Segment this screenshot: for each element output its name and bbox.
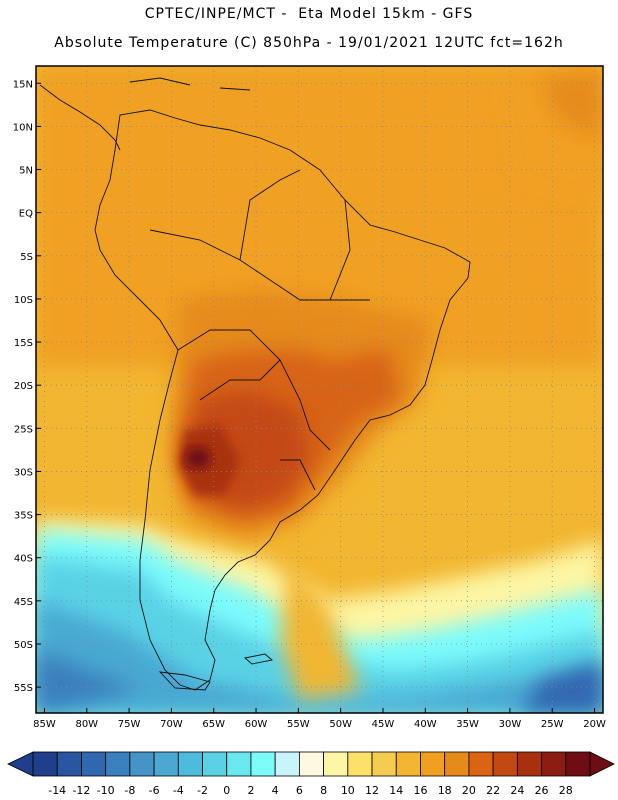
colorbar-label: 2 [247,784,254,797]
lat-label: 5S [20,252,33,263]
south-america-coastline [94,109,471,691]
colorbar-swatch [565,751,591,777]
colorbar-swatch [274,751,300,777]
colorbar-swatch [32,751,58,777]
map-title-line2: Absolute Temperature (C) 850hPa - 19/01/… [54,35,564,51]
lat-label: 30S [14,467,33,478]
lon-label: 20W [583,719,606,730]
colorbar-swatch [541,751,567,777]
lat-label: 20S [14,381,33,392]
lat-label: 15S [14,338,33,349]
colorbar-min-arrow [7,751,34,777]
colorbar-swatch [56,751,82,777]
lon-label: 50W [329,719,352,730]
lon-label: 55W [287,719,310,730]
colorbar-swatch [420,751,446,777]
colorbar-label: 16 [413,784,427,797]
coastlines [39,77,471,691]
lat-label: 55S [14,683,33,694]
colorbar-swatch [347,751,373,777]
lon-label: 80W [75,719,98,730]
lon-label: 65W [202,719,225,730]
longitude-labels: 85W 80W 75W 70W 65W 60W 55W 50W 45W 40W 35W 30W 25W 2… [33,708,606,730]
colorbar-label: 0 [223,784,230,797]
colorbar-labels: -14 -12 -10 -8 -6 -4 -2 0 2 4 6 8 10 12 14 16 18 20 22 24 26… [48,784,573,797]
lon-label: 30W [499,719,522,730]
colorbar-label: -12 [72,784,90,797]
colorbar-label: 28 [559,784,573,797]
colorbar-swatch [371,751,397,777]
lat-label: 40S [14,554,33,565]
colorbar-swatch [444,751,470,777]
lon-label: 60W [245,719,268,730]
colorbar-label: -2 [197,784,208,797]
lon-label: 70W [160,719,183,730]
colorbar-label: -4 [173,784,184,797]
tierra-del-fuego [158,671,211,691]
lat-label: 35S [14,511,33,522]
colorbar-swatch [202,751,228,777]
falklands [244,653,273,665]
central-america-coastline [39,84,121,151]
colorbar-swatch [516,751,542,777]
colorbar-swatch [129,751,155,777]
colorbar-max-arrow [589,751,615,777]
lat-label: EQ [19,209,33,220]
map-title-line1: CPTEC/INPE/MCT - Eta Model 15km - GFS [144,6,474,22]
lat-label: 25S [14,424,33,435]
caribbean-islands [129,77,251,91]
colorbar-label: 14 [389,784,403,797]
colorbar-label: 10 [341,784,355,797]
colorbar-label: 6 [296,784,303,797]
colorbar-label: -10 [97,784,115,797]
colorbar-label: 12 [365,784,379,797]
colorbar-label: 18 [438,784,452,797]
colorbar-label: -6 [149,784,160,797]
colorbar-label: -14 [48,784,66,797]
colorbar-swatch [105,751,131,777]
lat-label: 10S [14,295,33,306]
colorbar-swatch [395,751,421,777]
temperature-field [36,66,603,713]
colorbar-label: 26 [535,784,549,797]
map-frame [35,65,604,714]
colorbar-label: 24 [510,784,524,797]
country-borders [149,169,370,491]
lat-label: 15N [13,79,33,90]
colorbar-swatches [7,751,615,777]
lat-label: 50S [14,640,33,651]
colorbar-label: 22 [486,784,500,797]
colorbar-swatch [468,751,494,777]
lon-label: 25W [541,719,564,730]
lon-label: 40W [414,719,437,730]
colorbar-label: -8 [124,784,135,797]
colorbar-label: 4 [272,784,279,797]
colorbar-swatch [298,751,325,777]
colorbar-swatch [177,751,203,777]
lon-label: 85W [33,719,56,730]
colorbar-swatch [250,751,276,777]
lat-label: 10N [13,122,33,133]
lon-label: 45W [372,719,395,730]
colorbar-swatch [226,751,252,777]
lon-label: 35W [456,719,479,730]
colorbar-swatch [153,751,179,777]
colorbar-swatch [492,751,518,777]
colorbar-label: 20 [462,784,476,797]
colorbar-label: 8 [320,784,327,797]
colorbar-swatch [81,751,107,777]
lat-label: 45S [14,597,33,608]
colorbar-swatch [323,751,349,777]
lon-label: 75W [118,719,141,730]
lat-label: 5N [19,166,33,177]
latitude-labels: 15N 10N 5N EQ 5S 10S 15S 20S 25S 30S 35S 40S 45S 50S 5… [13,79,41,694]
